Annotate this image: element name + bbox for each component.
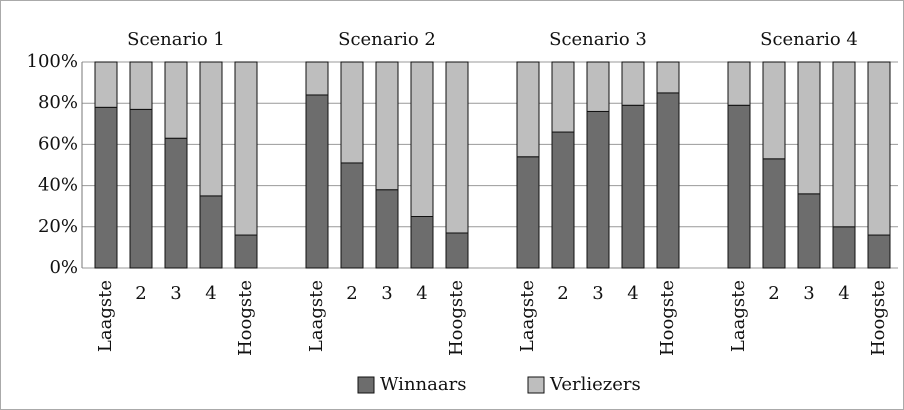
bar-segment bbox=[762, 158, 786, 269]
x-tick-label: Hoogste bbox=[868, 280, 889, 356]
y-tick-label: 60% bbox=[38, 133, 78, 154]
bar-segment bbox=[375, 189, 399, 269]
bar-segment bbox=[656, 92, 680, 269]
x-tick-label: 4 bbox=[205, 283, 216, 304]
bar-segment bbox=[340, 162, 364, 269]
x-tick-label: 3 bbox=[803, 283, 814, 304]
x-tick-label: Laagste bbox=[95, 280, 116, 352]
bar-segment bbox=[551, 131, 575, 269]
x-tick-label: Hoogste bbox=[657, 280, 678, 356]
x-tick-label: 3 bbox=[170, 283, 181, 304]
bar-segment bbox=[832, 61, 856, 228]
y-tick-label: 0% bbox=[49, 257, 78, 278]
x-tick-label: 2 bbox=[768, 283, 779, 304]
x-tick-label: Laagste bbox=[728, 280, 749, 352]
bar-segment bbox=[445, 61, 469, 234]
x-tick-label: 4 bbox=[416, 283, 427, 304]
bar-segment bbox=[797, 61, 821, 195]
x-tick-label: 3 bbox=[592, 283, 603, 304]
bar-segment bbox=[832, 226, 856, 269]
bar-segment bbox=[199, 195, 223, 269]
x-tick-label: 2 bbox=[135, 283, 146, 304]
bar-segment bbox=[375, 61, 399, 191]
y-tick-label: 40% bbox=[38, 175, 78, 196]
legend-label: Verliezers bbox=[549, 374, 641, 395]
x-tick-label: Hoogste bbox=[235, 280, 256, 356]
bar-segment bbox=[234, 234, 258, 269]
x-tick-label: 2 bbox=[557, 283, 568, 304]
y-tick-label: 20% bbox=[38, 216, 78, 237]
bar-segment bbox=[551, 61, 575, 133]
bar-segment bbox=[94, 106, 118, 269]
bar-segment bbox=[516, 61, 540, 158]
bar-segment bbox=[586, 110, 610, 269]
legend-swatch bbox=[357, 376, 375, 394]
bar-segment bbox=[621, 61, 645, 106]
x-tick-label: 2 bbox=[346, 283, 357, 304]
bar-segment bbox=[621, 104, 645, 269]
panel-title: Scenario 1 bbox=[127, 29, 225, 50]
x-tick-label: Laagste bbox=[306, 280, 327, 352]
x-tick-label: 4 bbox=[838, 283, 849, 304]
legend-swatch bbox=[527, 376, 545, 394]
y-tick-label: 100% bbox=[27, 51, 78, 72]
bar-segment bbox=[727, 61, 751, 106]
bar-segment bbox=[516, 156, 540, 269]
bar-segment bbox=[129, 108, 153, 269]
panel-title: Scenario 3 bbox=[549, 29, 647, 50]
bar-segment bbox=[762, 61, 786, 160]
bar-segment bbox=[164, 137, 188, 269]
panel-title: Scenario 2 bbox=[338, 29, 436, 50]
x-tick-label: 4 bbox=[627, 283, 638, 304]
bar-segment bbox=[305, 61, 329, 96]
bar-segment bbox=[586, 61, 610, 112]
bar-segment bbox=[656, 61, 680, 94]
bar-segment bbox=[445, 232, 469, 269]
bar-segment bbox=[867, 61, 891, 236]
bar-segment bbox=[129, 61, 153, 110]
y-tick-label: 80% bbox=[38, 92, 78, 113]
bar-segment bbox=[199, 61, 223, 197]
bar-segment bbox=[94, 61, 118, 108]
legend-label: Winnaars bbox=[380, 374, 466, 395]
bar-segment bbox=[727, 104, 751, 269]
x-tick-label: Laagste bbox=[517, 280, 538, 352]
bar-segment bbox=[797, 193, 821, 269]
bar-segment bbox=[410, 216, 434, 269]
bar-segment bbox=[164, 61, 188, 139]
bar-segment bbox=[867, 234, 891, 269]
x-tick-label: 3 bbox=[381, 283, 392, 304]
bar-segment bbox=[340, 61, 364, 164]
panel-title: Scenario 4 bbox=[760, 29, 858, 50]
bar-segment bbox=[410, 61, 434, 217]
x-tick-label: Hoogste bbox=[446, 280, 467, 356]
bar-segment bbox=[305, 94, 329, 269]
bar-segment bbox=[234, 61, 258, 236]
